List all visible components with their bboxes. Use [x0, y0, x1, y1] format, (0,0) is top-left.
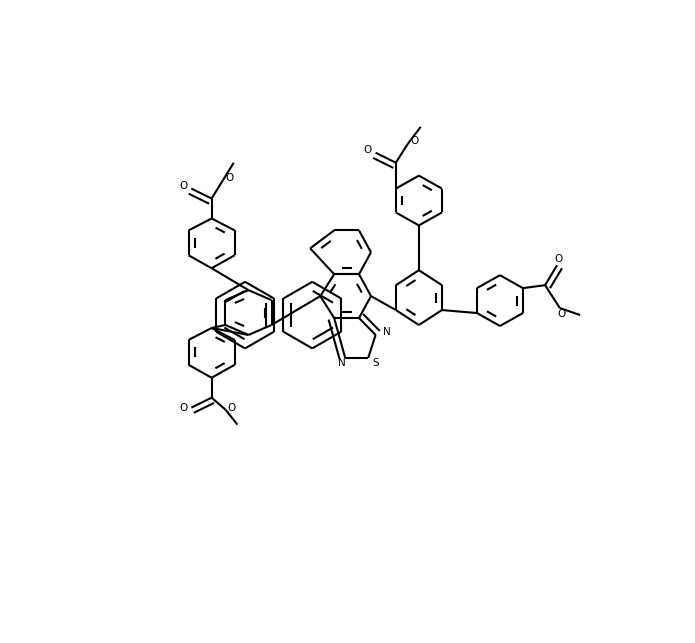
Text: S: S	[373, 358, 379, 368]
Text: N: N	[338, 358, 346, 368]
Text: O: O	[557, 309, 566, 320]
Text: O: O	[555, 254, 563, 264]
Text: N: N	[383, 327, 391, 337]
Text: O: O	[179, 403, 188, 413]
Text: O: O	[228, 403, 236, 413]
Text: O: O	[363, 145, 371, 154]
Text: O: O	[225, 173, 234, 183]
Text: O: O	[410, 136, 418, 145]
Text: O: O	[179, 181, 188, 191]
